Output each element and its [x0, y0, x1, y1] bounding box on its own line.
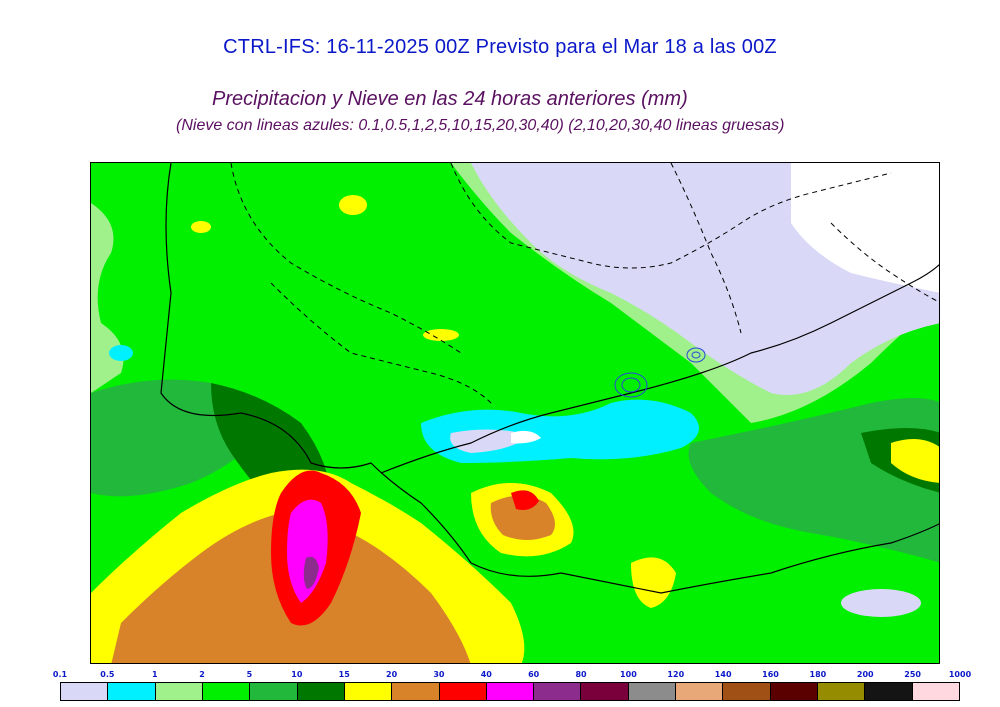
legend-tick: 2 — [199, 670, 205, 679]
patch-yellow-nw — [191, 221, 211, 233]
legend-swatch — [439, 683, 487, 700]
legend-tick: 20 — [386, 670, 398, 679]
legend-swatch — [534, 683, 582, 700]
legend-tick: 120 — [667, 670, 685, 679]
precipitation-map — [90, 162, 940, 664]
legend-color-bar — [60, 682, 960, 701]
patch-cyan-west — [109, 345, 133, 361]
patch-yellow-center — [423, 329, 459, 341]
patch-yellow-north — [339, 195, 367, 215]
legend-tick: 10 — [291, 670, 303, 679]
legend-tick: 15 — [338, 670, 350, 679]
trace-pocket — [450, 429, 531, 453]
legend-swatch — [912, 683, 959, 700]
peak-core — [287, 499, 328, 603]
border-2 — [450, 163, 892, 269]
clear-pocket — [511, 430, 541, 444]
max-core — [303, 556, 319, 589]
coastline-inner — [380, 264, 939, 474]
legend-swatch — [344, 683, 393, 700]
legend-swatch — [250, 683, 298, 700]
coastline-west — [160, 163, 472, 564]
border-3 — [270, 282, 492, 404]
legend-tick: 0.5 — [100, 670, 115, 679]
legend-swatch — [581, 683, 629, 700]
legend-tick: 30 — [433, 670, 445, 679]
legend-tick: 40 — [480, 670, 492, 679]
legend-swatch — [818, 683, 866, 700]
legend-swatch — [486, 683, 535, 700]
border-5 — [830, 222, 939, 303]
legend: 0.1 0.5 1 2 5 10 15 20 30 40 60 80 100 120 140 160 180 20… — [0, 668, 1000, 707]
legend-tick: 1000 — [948, 670, 972, 679]
legend-swatch — [865, 683, 913, 700]
legend-tick: 100 — [620, 670, 637, 679]
legend-tick: 140 — [714, 670, 732, 679]
legend-tick: 1 — [151, 670, 158, 679]
snow-contours — [614, 347, 706, 398]
legend-tick: 60 — [528, 670, 540, 679]
legend-swatch — [61, 683, 109, 700]
legend-tick: 0.1 — [52, 670, 68, 679]
extreme-east — [511, 490, 539, 510]
legend-tick: 180 — [809, 670, 827, 679]
legend-swatch — [297, 683, 345, 700]
heavy-precip-far-east — [891, 439, 939, 483]
legend-swatch — [723, 683, 771, 700]
coastline-south — [470, 523, 939, 594]
no-precip-northeast — [791, 163, 939, 293]
legend-swatch — [392, 683, 440, 700]
legend-swatch — [202, 683, 251, 700]
legend-tick: 200 — [856, 670, 874, 679]
snow-contour-note: (Nieve con lineas azules: 0.1,0.5,1,2,5,… — [176, 117, 785, 134]
legend-swatch — [155, 683, 203, 700]
legend-swatch — [628, 683, 677, 700]
legend-swatch — [108, 683, 156, 700]
map-subtitle: Precipitacion y Nieve en las 24 horas an… — [212, 88, 688, 110]
legend-tick: 80 — [575, 670, 587, 679]
very-heavy-east — [490, 495, 555, 540]
legend-tick: 250 — [904, 670, 921, 679]
patch-trace-se — [841, 589, 921, 617]
legend-swatch — [676, 683, 724, 700]
map-canvas — [91, 163, 939, 663]
legend-tick: 5 — [246, 670, 253, 679]
legend-tick: 160 — [762, 670, 779, 679]
heavy-precip-southeast — [631, 557, 676, 608]
light-precip-west — [91, 203, 124, 393]
border-4 — [670, 163, 742, 334]
map-title: CTRL-IFS: 16-11-2025 00Z Previsto para e… — [223, 36, 777, 58]
legend-swatch — [770, 683, 818, 700]
